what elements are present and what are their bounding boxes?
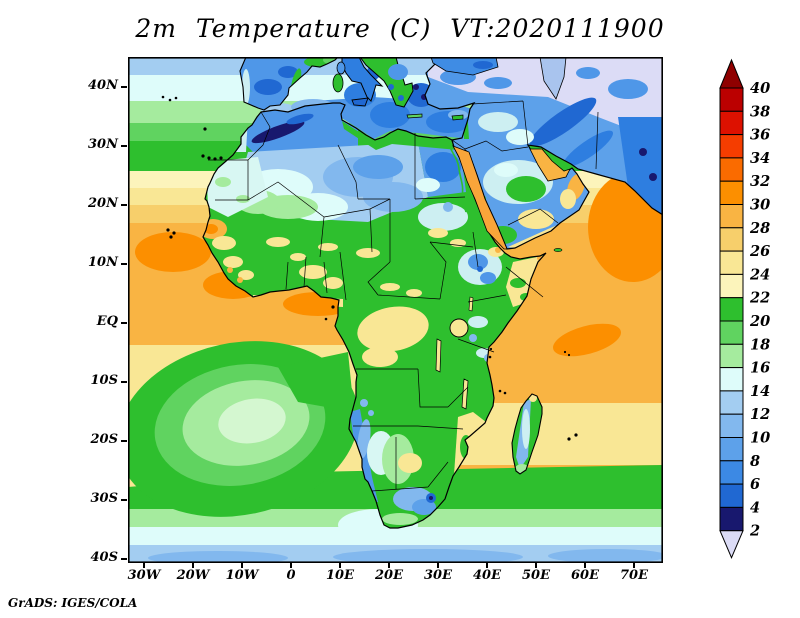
colorbar-tick-label: 14: [750, 383, 770, 400]
lat-tick-mark: [121, 204, 127, 206]
temperature-colorbar: 40 38 36 34 32 30 28 26 24 22 20 18 16 14 12 10 8 6 4 2: [719, 58, 770, 559]
madagascar: [511, 393, 543, 475]
page-title: 2m Temperature (C) VT:2020111900: [135, 14, 665, 43]
lon-tick-label: 10E: [326, 568, 354, 583]
colorbar-tick-label: 32: [750, 173, 770, 190]
colorbar-tick-label: 22: [749, 290, 770, 307]
colorbar-tick-label: 8: [750, 453, 760, 470]
lon-tick-mark: [437, 563, 439, 568]
colorbar-tick-label: 20: [749, 313, 770, 330]
corsica: [336, 61, 346, 75]
colorbar-tick-label: 6: [750, 476, 760, 493]
colorbar-segment: [719, 134, 744, 159]
colorbar-segment: [719, 204, 744, 229]
colorbar-tick-label: 12: [750, 406, 770, 423]
colorbar-segment: [719, 343, 744, 369]
lat-tick-label: 40S: [90, 550, 118, 565]
lat-tick-mark: [121, 499, 127, 501]
lon-tick-label: 60E: [571, 568, 599, 583]
lat-tick-label: 30N: [88, 137, 118, 152]
colorbar-tick-label: 16: [750, 360, 770, 377]
colorbar-tick-label: 36: [750, 127, 770, 144]
colorbar-segment: [719, 483, 744, 508]
lon-tick-label: 40E: [473, 568, 501, 583]
colorbar-segment: [719, 273, 744, 299]
lon-tick-mark: [290, 563, 292, 568]
lat-tick-label: 10N: [88, 255, 118, 270]
country-borders: [208, 100, 599, 492]
lon-tick-label: 30W: [127, 568, 161, 583]
sardinia: [332, 73, 344, 93]
lon-tick-mark: [535, 563, 537, 568]
colorbar-segment: [719, 367, 744, 392]
colorbar-tick-label: 28: [749, 220, 770, 237]
lat-tick-mark: [121, 263, 127, 265]
colorbar-segment: [719, 413, 744, 439]
lat-tick-mark: [121, 381, 127, 383]
colorbar-tick-label: 26: [749, 243, 770, 260]
colorbar-tick-label: 40: [750, 80, 770, 97]
colorbar-segment: [719, 297, 744, 322]
lat-tick-label: 20S: [90, 432, 118, 447]
lat-tick-mark: [121, 558, 127, 560]
lat-tick-label: 30S: [90, 491, 118, 506]
lon-tick-label: 0: [286, 568, 296, 583]
colorbar-tick-label: 2: [749, 523, 760, 540]
colorbar-tick-label: 30: [750, 197, 770, 214]
lon-tick-label: 20W: [176, 568, 210, 583]
lat-tick-mark: [121, 86, 127, 88]
lon-tick-label: 30E: [424, 568, 452, 583]
colorbar-tick-label: 10: [750, 430, 770, 447]
lat-tick-label: 10S: [90, 373, 118, 388]
temperature-map: [128, 57, 663, 563]
colorbar-arrow-top: [719, 58, 744, 89]
italy: [332, 57, 384, 107]
colorbar-segment: [719, 460, 744, 485]
colorbar-tick-label: 4: [750, 499, 760, 516]
lon-tick-mark: [633, 563, 635, 568]
sicily: [351, 97, 369, 107]
colorbar-tick-label: 24: [749, 266, 770, 283]
lon-tick-label: 50E: [522, 568, 550, 583]
colorbar-tick-label: 18: [750, 336, 770, 353]
colorbar-segment: [719, 110, 744, 136]
colorbar-segment: [719, 250, 744, 275]
grads-attribution: GrADS: IGES/COLA: [8, 596, 138, 610]
lat-tick-label: 40N: [88, 78, 118, 93]
colorbar-segment: [719, 437, 744, 462]
lat-tick-mark: [121, 322, 127, 324]
colorbar-segment: [719, 180, 744, 205]
lon-tick-mark: [192, 563, 194, 568]
colorbar-segment: [719, 390, 744, 415]
lat-tick-label: 20N: [88, 196, 118, 211]
persian-gulf: [529, 148, 571, 182]
lon-tick-label: 10W: [225, 568, 259, 583]
cyprus: [451, 114, 464, 121]
lon-tick-mark: [339, 563, 341, 568]
lon-tick-mark: [143, 563, 145, 568]
colorbar-segment: [719, 157, 744, 182]
balkans-greece: [359, 57, 464, 121]
caspian-sea: [539, 57, 567, 100]
red-sea: [452, 145, 508, 250]
colorbar-segment: [719, 87, 744, 112]
colorbar-tick-label: 34: [750, 150, 770, 167]
lat-tick-label: EQ: [96, 314, 118, 329]
lon-tick-mark: [241, 563, 243, 568]
colorbar-segment: [719, 320, 744, 345]
lon-tick-mark: [388, 563, 390, 568]
lon-tick-label: 70E: [620, 568, 648, 583]
colorbar-tick-label: 38: [750, 103, 770, 120]
lon-tick-mark: [584, 563, 586, 568]
lat-tick-mark: [121, 440, 127, 442]
colorbar-segment: [719, 506, 744, 532]
lon-tick-label: 20E: [375, 568, 403, 583]
crete: [406, 113, 423, 119]
colorbar-arrow-bottom: [719, 530, 744, 559]
colorbar-segment: [719, 227, 744, 252]
lon-tick-mark: [486, 563, 488, 568]
africa-landmass: [202, 102, 547, 529]
lat-tick-mark: [121, 145, 127, 147]
